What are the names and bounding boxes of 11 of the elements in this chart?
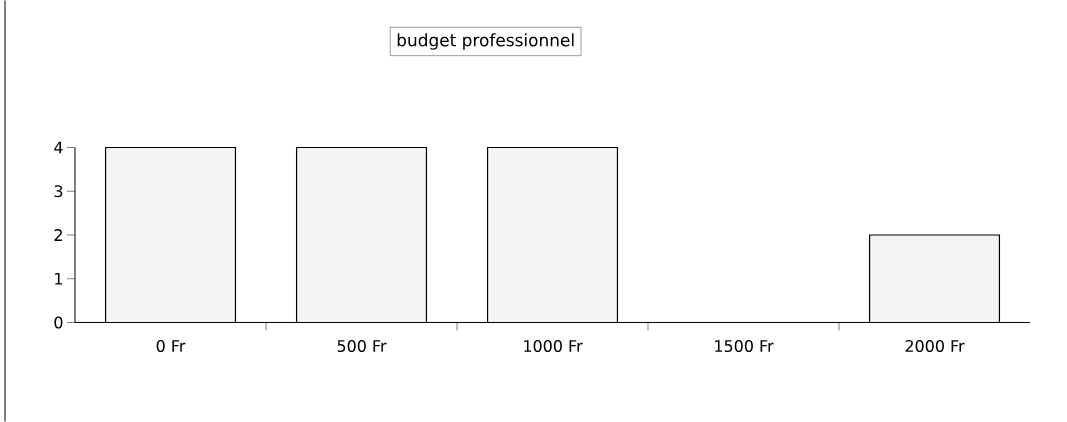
y-tick-label: 2 xyxy=(54,229,62,241)
y-tick-label: 1 xyxy=(55,272,63,285)
x-tick-label: 0 Fr xyxy=(156,339,186,353)
x-tick-label: 1000 Fr xyxy=(524,339,583,353)
y-tick-label: 0 xyxy=(54,316,63,329)
x-tick-label: 2000 Fr xyxy=(905,339,965,353)
y-tick-label: 4 xyxy=(54,141,63,154)
x-tick-label: 1500 Fr xyxy=(715,339,774,353)
x-tick-label: 500 Fr xyxy=(337,339,387,353)
chart-title: budget professionnel xyxy=(397,33,574,50)
y-tick-label: 3 xyxy=(54,185,63,198)
